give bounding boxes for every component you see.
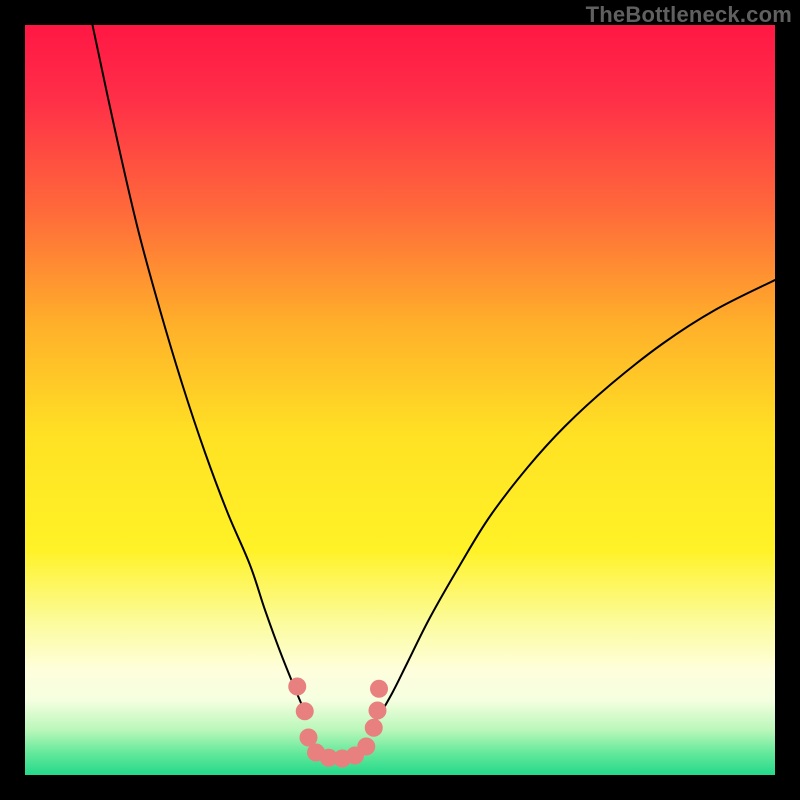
trough-marker-dot [369,702,387,720]
chart-background [25,25,775,775]
trough-marker-dot [365,719,383,737]
chart-frame: TheBottleneck.com [0,0,800,800]
plot-area [25,25,775,775]
trough-marker-dot [357,738,375,756]
trough-marker-dot [296,702,314,720]
bottleneck-curve-chart [25,25,775,775]
trough-marker-dot [370,680,388,698]
trough-marker-dot [288,678,306,696]
